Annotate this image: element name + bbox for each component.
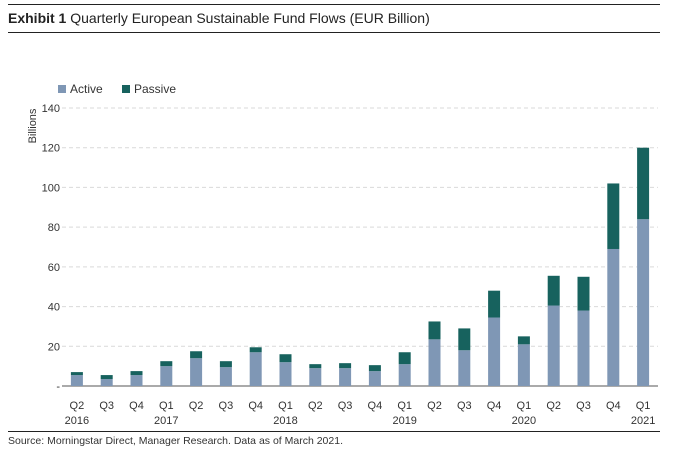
bar-active: [249, 352, 262, 386]
bar-active: [547, 305, 560, 386]
x-tick-year: 2020: [512, 415, 536, 427]
x-tick-quarter: Q1: [278, 400, 293, 412]
bar-active: [130, 375, 143, 386]
y-tick-label: -: [56, 381, 60, 393]
x-tick-quarter: Q1: [517, 400, 532, 412]
x-tick-quarter: Q4: [487, 400, 502, 412]
bar-active: [368, 371, 381, 386]
y-tick-label: 100: [42, 182, 60, 194]
bar-passive: [637, 147, 650, 220]
bar-active: [488, 317, 501, 386]
x-tick-year: 2021: [631, 415, 655, 427]
bar-passive: [398, 352, 411, 365]
x-tick-quarter: Q2: [70, 400, 85, 412]
x-tick-quarter: Q4: [129, 400, 144, 412]
x-tick-year: 2019: [392, 415, 416, 427]
x-tick-quarter: Q2: [427, 400, 442, 412]
bar-active: [428, 339, 441, 386]
bar-active: [517, 344, 530, 386]
chart-title: Quarterly European Sustainable Fund Flow…: [70, 10, 430, 26]
bar-passive: [219, 361, 232, 368]
title-rule: [8, 32, 660, 33]
bar-active: [398, 364, 411, 386]
bar-active: [309, 368, 322, 386]
x-tick-quarter: Q3: [576, 400, 591, 412]
bar-passive: [160, 361, 173, 367]
bar-passive: [100, 375, 113, 380]
legend-swatch-passive: [122, 85, 130, 93]
y-tick-label: 40: [48, 302, 60, 314]
y-axis-label: Billions: [27, 108, 39, 143]
x-tick-year: 2017: [154, 415, 178, 427]
bar-active: [160, 366, 173, 386]
bar-passive: [488, 290, 501, 318]
bar-passive: [517, 336, 530, 345]
x-tick-quarter: Q3: [338, 400, 353, 412]
bar-passive: [428, 321, 441, 340]
bar-passive: [70, 372, 83, 376]
x-tick-year: 2018: [273, 415, 297, 427]
y-tick-label: 120: [42, 143, 60, 155]
x-tick-quarter: Q4: [248, 400, 263, 412]
bar-active: [219, 367, 232, 386]
page-title: Exhibit 1 Quarterly European Sustainable…: [8, 10, 430, 26]
x-tick-year: 2016: [65, 415, 89, 427]
bar-passive: [190, 351, 203, 359]
bar-passive: [130, 371, 143, 376]
top-rule: [8, 4, 660, 5]
x-tick-quarter: Q2: [546, 400, 561, 412]
bar-passive: [547, 275, 560, 306]
bar-active: [339, 368, 352, 386]
x-tick-quarter: Q4: [606, 400, 621, 412]
y-tick-label: 80: [48, 222, 60, 234]
x-tick-quarter: Q3: [219, 400, 234, 412]
bar-passive: [577, 276, 590, 311]
bar-passive: [607, 183, 620, 249]
bar-active: [458, 350, 471, 386]
bar-active: [190, 358, 203, 386]
exhibit-label: Exhibit 1: [8, 10, 67, 26]
x-tick-quarter: Q3: [457, 400, 472, 412]
legend-swatch-active: [58, 85, 66, 93]
x-tick-quarter: Q2: [308, 400, 323, 412]
bar-active: [70, 375, 83, 386]
bar-active: [607, 248, 620, 386]
bar-passive: [458, 328, 471, 351]
y-tick-label: 20: [48, 341, 60, 353]
legend-label-active: Active: [70, 82, 103, 96]
x-tick-quarter: Q1: [636, 400, 651, 412]
bar-active: [577, 310, 590, 386]
x-tick-quarter: Q4: [368, 400, 383, 412]
bar-active: [279, 362, 292, 386]
bar-passive: [368, 365, 381, 372]
x-tick-quarter: Q1: [397, 400, 412, 412]
bar-active: [637, 219, 650, 386]
y-tick-label: 140: [42, 103, 60, 115]
bar-passive: [279, 354, 292, 363]
bar-passive: [309, 364, 322, 369]
source-note: Source: Morningstar Direct, Manager Rese…: [8, 435, 343, 447]
bar-passive: [339, 363, 352, 369]
bar-active: [100, 379, 113, 386]
bar-passive: [249, 347, 262, 353]
x-tick-quarter: Q1: [159, 400, 174, 412]
x-tick-quarter: Q3: [99, 400, 114, 412]
y-tick-label: 60: [48, 262, 60, 274]
legend-label-passive: Passive: [134, 82, 176, 96]
x-tick-quarter: Q2: [189, 400, 204, 412]
bottom-rule: [8, 431, 660, 432]
